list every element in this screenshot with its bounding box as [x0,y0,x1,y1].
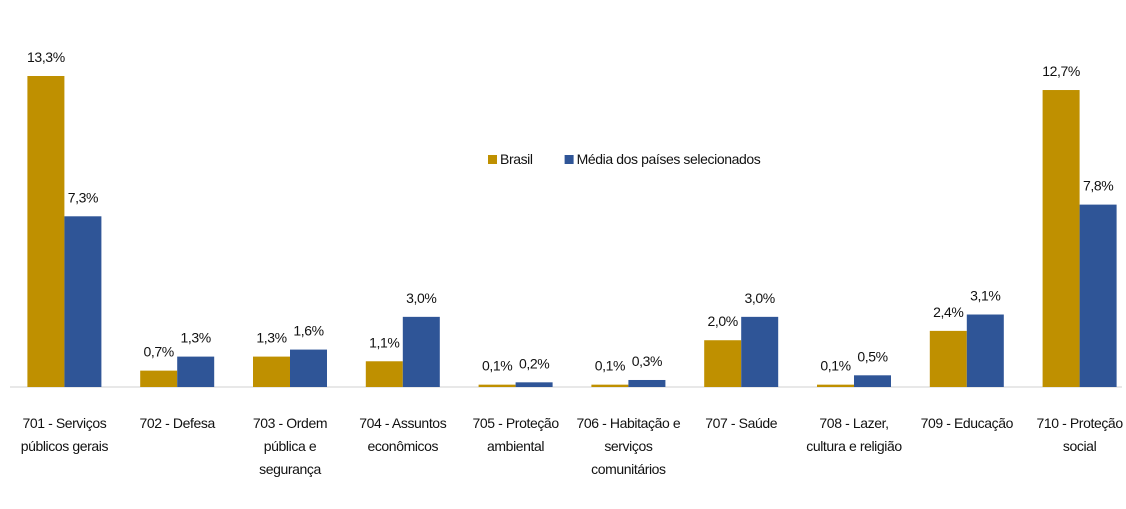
data-label: 0,1% [482,358,512,374]
x-tick-label: 706 - Habitação e serviços comunitários [576,415,681,477]
bar [27,76,65,387]
data-label: 7,8% [1083,178,1113,194]
legend-swatch [488,155,497,164]
bar [741,316,779,387]
legend-label: Média dos países selecionados [577,151,761,167]
x-tick-label: 710 - Proteção social [1036,415,1123,454]
bar [591,384,629,387]
bar [704,340,742,387]
data-label: 0,5% [857,348,887,364]
bar [966,314,1004,387]
x-tick-label: 704 - Assuntos econômicos [359,415,447,454]
bar [929,330,967,387]
data-label: 2,0% [708,313,738,329]
x-tick-label: 703 - Ordem pública e segurança [252,415,328,477]
data-label: 13,3% [27,49,65,65]
bar [817,384,854,387]
bar [365,361,403,387]
data-label: 0,7% [144,344,174,360]
data-label: 7,3% [68,189,98,205]
bar [478,384,516,387]
legend-label: Brasil [500,151,533,167]
x-tick-label: 705 - Proteção ambiental [472,415,559,454]
data-label: 3,0% [406,290,436,306]
x-tick-label: 709 - Educação [920,415,1014,431]
data-label: 3,1% [970,288,1000,304]
bar [1042,90,1080,387]
bar [253,356,290,387]
bar [177,356,215,387]
x-tick-label: 702 - Defesa [139,415,216,431]
bar [64,216,102,387]
bar [1079,204,1117,387]
bar [140,370,178,387]
bar [854,375,891,387]
data-label: 2,4% [933,304,963,320]
bar [402,316,440,387]
bar [628,379,666,387]
x-tick-label: 708 - Lazer, cultura e religião [806,415,902,454]
data-label: 1,3% [256,330,286,346]
data-label: 0,1% [595,358,625,374]
data-label: 0,3% [632,353,662,369]
x-tick-label: 707 - Saúde [705,415,778,431]
data-label: 1,1% [369,334,399,350]
data-label: 0,2% [519,355,549,371]
bar [290,349,327,387]
data-label: 12,7% [1042,63,1080,79]
data-label: 3,0% [745,290,775,306]
x-tick-label: 701 - Serviços públicos gerais [20,415,109,454]
bar [515,382,553,387]
legend-swatch [564,155,574,164]
data-label: 1,3% [181,330,211,346]
data-label: 1,6% [293,323,323,339]
data-label: 0,1% [820,358,850,374]
